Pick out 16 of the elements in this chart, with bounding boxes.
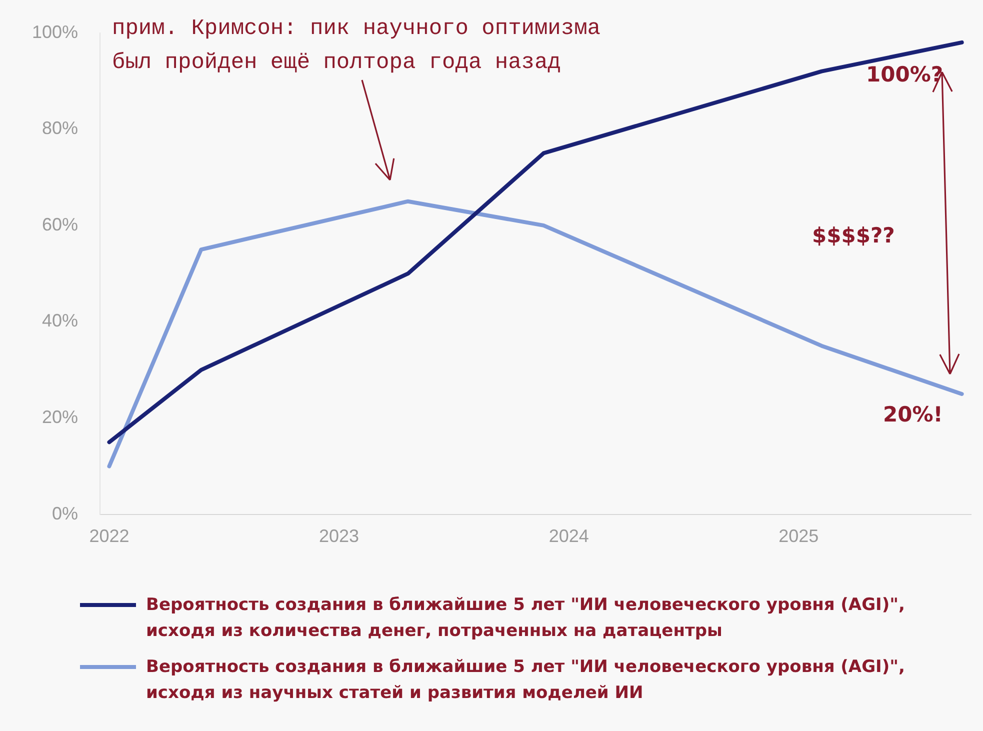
y-tick-label: 80%: [42, 118, 78, 138]
x-tick-label: 2023: [319, 526, 360, 546]
y-tick-label: 60%: [42, 214, 78, 234]
legend-label: Вероятность создания в ближайшие 5 лет "ИИ человеческого уровня (AGI)", исходя из научных статей и развития моделей ИИ: [146, 656, 906, 705]
x-tick-label: 2022: [89, 526, 130, 546]
annotation: 100%?: [866, 62, 944, 86]
x-tick-label: 2024: [548, 526, 589, 546]
annotation: $$$$??: [812, 223, 895, 248]
legend-label: Вероятность создания в ближайшие 5 лет "ИИ человеческого уровня (AGI)", исходя из количества денег, потраченных на датацентры: [146, 594, 906, 643]
x-tick-label: 2025: [778, 526, 819, 546]
y-tick-label: 100%: [32, 22, 78, 42]
y-tick-label: 0%: [52, 503, 78, 524]
annotation: 20%!: [883, 402, 943, 426]
annotation: прим. Кримсон: пик научного оптимизма был пройден ещё полтора года назад: [112, 16, 600, 75]
y-tick-label: 40%: [42, 310, 78, 331]
y-tick-label: 20%: [42, 407, 78, 428]
